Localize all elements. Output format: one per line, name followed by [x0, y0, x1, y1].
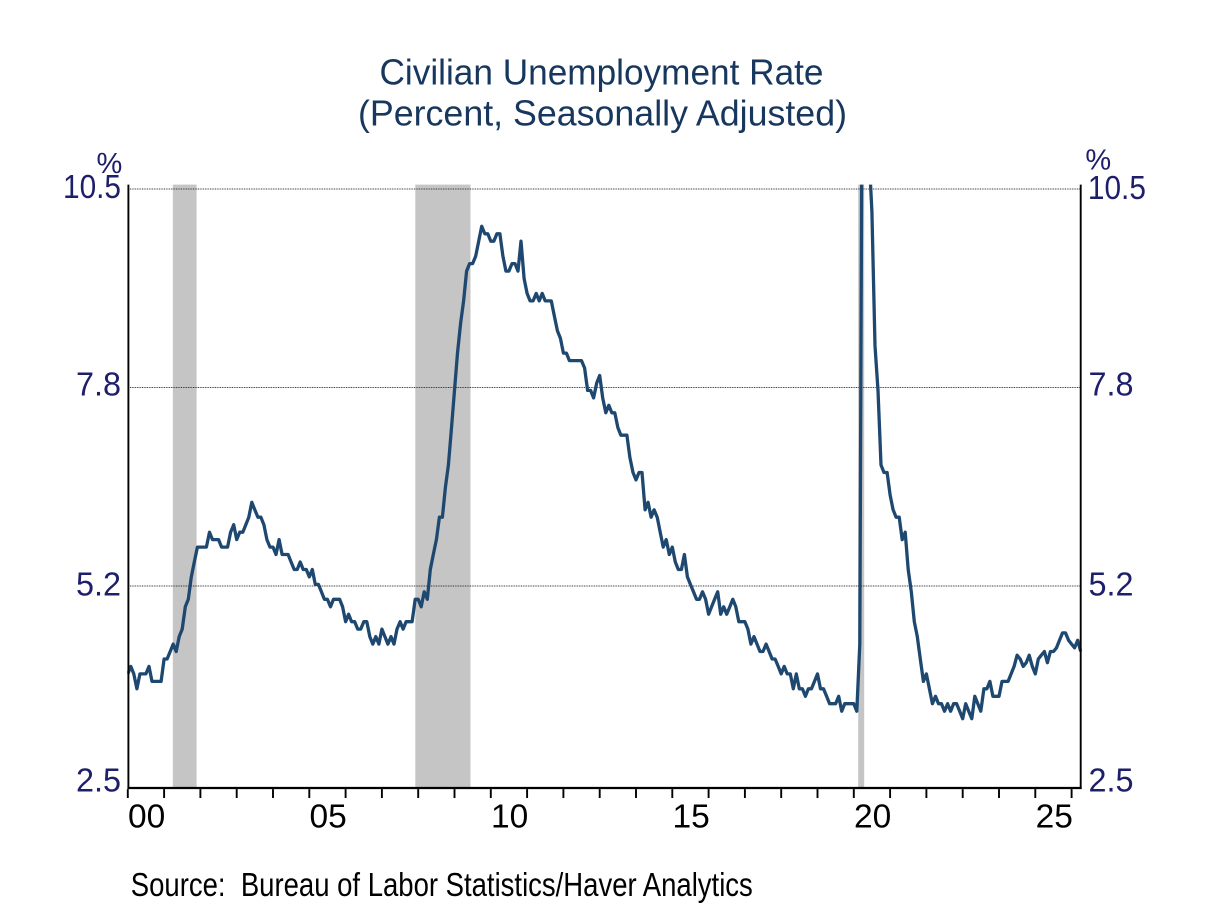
svg-text:15: 15 [672, 799, 709, 836]
svg-text:2.5: 2.5 [1089, 763, 1134, 800]
svg-text:25: 25 [1036, 799, 1073, 836]
svg-text:7.8: 7.8 [1089, 367, 1134, 404]
svg-text:Civilian Unemployment Rate: Civilian Unemployment Rate [380, 52, 824, 93]
svg-text:5.2: 5.2 [1089, 567, 1134, 604]
svg-text:%: % [1085, 145, 1111, 177]
svg-text:(Percent, Seasonally Adjusted): (Percent, Seasonally Adjusted) [358, 93, 847, 134]
svg-text:5.2: 5.2 [76, 567, 121, 604]
svg-text:Source: Bureau of Labor Stati: Source: Bureau of Labor Statistics/Haver… [131, 867, 753, 904]
svg-text:10.5: 10.5 [63, 169, 121, 206]
svg-text:7.8: 7.8 [76, 367, 121, 404]
svg-text:10.5: 10.5 [1088, 170, 1146, 207]
svg-text:00: 00 [128, 799, 165, 836]
svg-text:%: % [97, 148, 123, 180]
svg-text:10: 10 [491, 799, 528, 836]
svg-text:2.5: 2.5 [76, 763, 121, 800]
svg-text:20: 20 [854, 799, 891, 836]
svg-text:05: 05 [309, 799, 346, 836]
